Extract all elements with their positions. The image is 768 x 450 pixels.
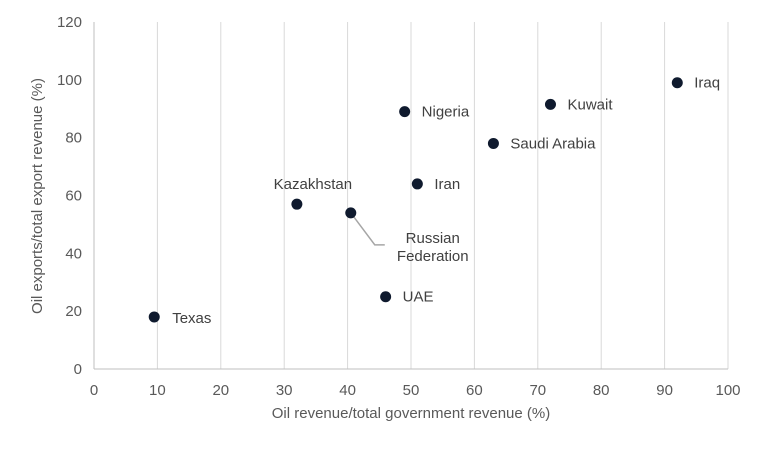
y-tick-label-40: 40 — [65, 245, 82, 262]
x-tick-label-10: 10 — [149, 382, 166, 399]
label-uae: UAE — [403, 289, 434, 306]
label-leaders — [353, 216, 385, 246]
grid-lines — [156, 22, 729, 369]
y-tick-label-120: 120 — [57, 14, 82, 31]
x-tick-label-40: 40 — [339, 382, 356, 399]
x-tick-label-50: 50 — [403, 382, 420, 399]
x-axis-title: Oil revenue/total government revenue (%) — [272, 405, 550, 422]
label-saudi-arabia: Saudi Arabia — [510, 135, 596, 152]
label-kazakhstan: Kazakhstan — [274, 176, 352, 193]
x-tick-label-60: 60 — [466, 382, 483, 399]
label-iran: Iran — [434, 176, 460, 193]
label-texas: Texas — [172, 310, 211, 327]
data-points — [148, 77, 683, 323]
label-iraq: Iraq — [694, 75, 720, 92]
label-nigeria: Nigeria — [422, 104, 470, 121]
axes — [93, 22, 728, 370]
x-tick-label-0: 0 — [90, 382, 98, 399]
point-russian-federation — [345, 207, 357, 219]
point-iran — [411, 178, 423, 190]
label-kuwait: Kuwait — [567, 96, 613, 113]
x-tick-label-70: 70 — [529, 382, 546, 399]
tick-labels: 0 10 20 30 40 50 60 70 80 90 100 0 20 40 60 80 100 120 — [57, 14, 741, 399]
point-uae — [380, 291, 392, 303]
point-kuwait — [544, 98, 556, 110]
point-iraq — [671, 77, 683, 89]
y-tick-label-100: 100 — [57, 72, 82, 89]
y-tick-label-80: 80 — [65, 130, 82, 147]
point-saudi-arabia — [487, 137, 499, 149]
leader-russian-federation — [353, 216, 385, 246]
y-tick-label-0: 0 — [74, 361, 82, 378]
point-nigeria — [399, 106, 411, 118]
x-tick-label-30: 30 — [276, 382, 293, 399]
x-tick-label-90: 90 — [656, 382, 673, 399]
x-tick-label-80: 80 — [593, 382, 610, 399]
point-labels: Iraq Kuwait Nigeria Saudi Arabia Iran Kazakhs… — [172, 75, 720, 327]
y-tick-label-20: 20 — [65, 303, 82, 320]
y-tick-label-60: 60 — [65, 188, 82, 205]
point-texas — [148, 311, 160, 323]
y-axis-title: Oil exports/total export revenue (%) — [29, 78, 46, 314]
x-tick-label-20: 20 — [212, 382, 229, 399]
point-kazakhstan — [291, 198, 303, 210]
x-tick-label-100: 100 — [715, 382, 740, 399]
label-russian-federation: Russian Federation — [397, 230, 469, 265]
